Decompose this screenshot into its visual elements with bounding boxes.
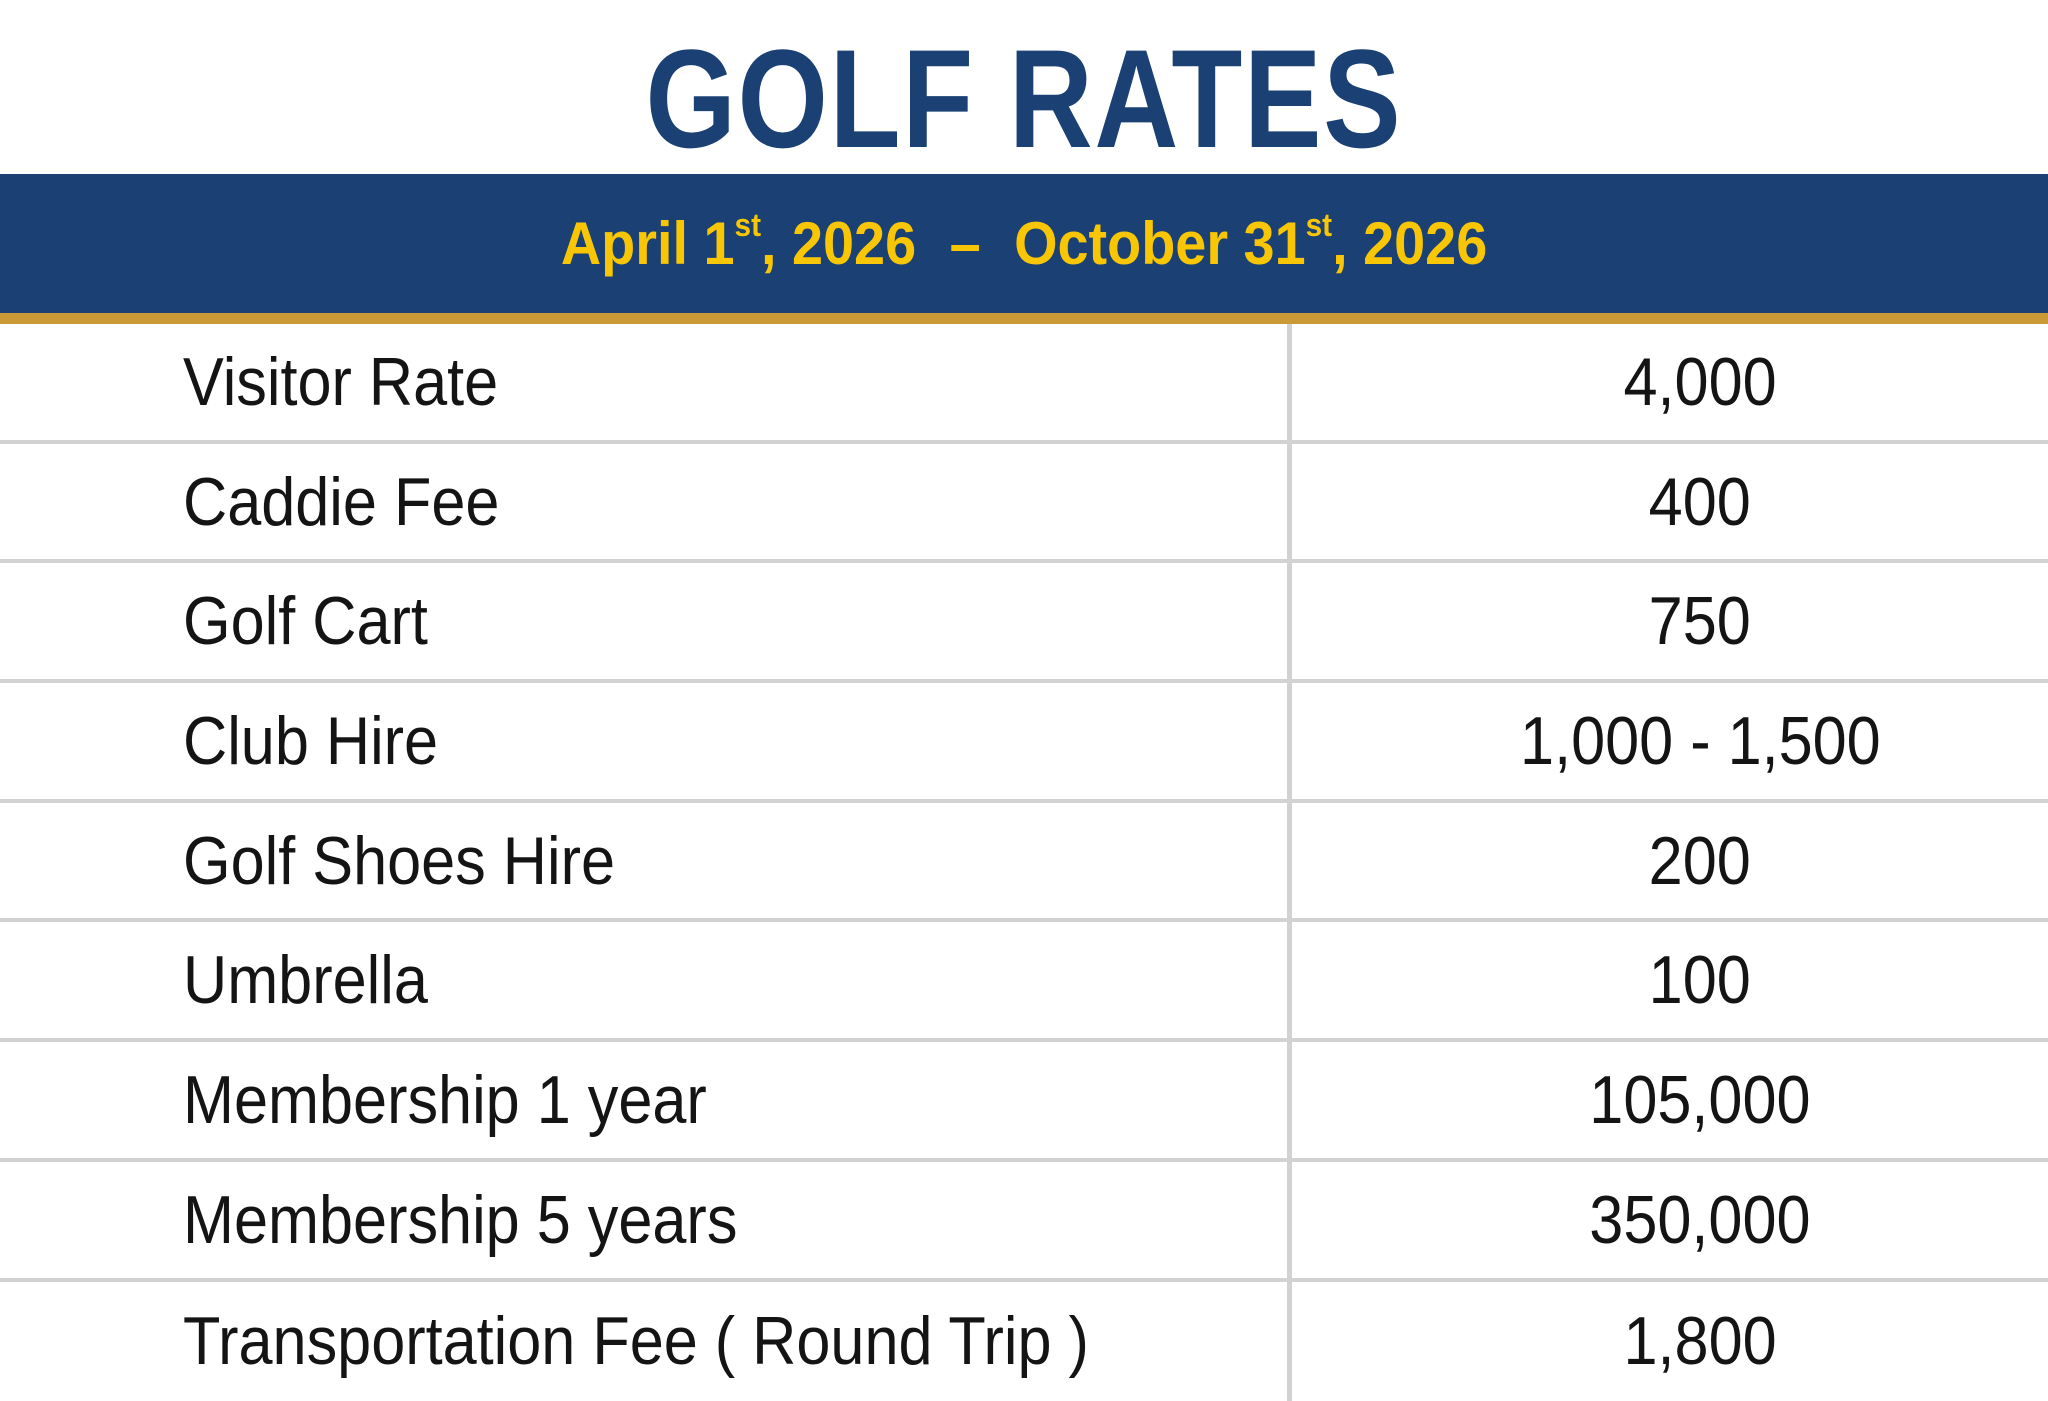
rate-label-text: Visitor Rate (183, 343, 499, 420)
rate-label-text: Golf Shoes Hire (183, 822, 615, 899)
rate-label-text: Caddie Fee (183, 463, 500, 540)
rate-value: 1,800 (1290, 1282, 2048, 1401)
rates-table: Visitor Rate 4,000 Caddie Fee 400 Golf C… (0, 324, 2048, 1401)
rate-label-text: Transportation Fee ( Round Trip ) (183, 1303, 1089, 1380)
rate-value: 750 (1290, 563, 2048, 679)
rate-value: 100 (1290, 922, 2048, 1038)
rate-row-golf-shoes-hire: Golf Shoes Hire 200 (0, 803, 2048, 923)
rate-label: Transportation Fee ( Round Trip ) (0, 1282, 1290, 1401)
rate-row-umbrella: Umbrella 100 (0, 922, 2048, 1043)
rate-value: 350,000 (1290, 1162, 2048, 1278)
rate-value: 200 (1290, 803, 2048, 919)
rate-value: 105,000 (1290, 1042, 2048, 1158)
rate-value-text: 105,000 (1589, 1061, 1811, 1138)
rate-value-text: 100 (1648, 942, 1752, 1019)
rate-label: Golf Shoes Hire (0, 803, 1290, 919)
rate-value: 400 (1290, 444, 2048, 560)
title-bar: GOLF RATES (0, 0, 2048, 174)
rate-label: Membership 5 years (0, 1162, 1290, 1278)
rate-label: Umbrella (0, 922, 1290, 1038)
date-end: October 31 (1014, 210, 1306, 277)
date-end-year: , 2026 (1332, 210, 1488, 277)
rate-label-text: Golf Cart (183, 583, 428, 660)
rate-row-membership-5-years: Membership 5 years 350,000 (0, 1162, 2048, 1282)
rate-value-text: 750 (1648, 583, 1752, 660)
rate-value-text: 400 (1648, 463, 1752, 540)
rate-label-text: Club Hire (183, 702, 439, 779)
date-start-ordinal: st (734, 207, 761, 243)
date-start: April 1 (560, 210, 735, 277)
rate-label-text: Umbrella (183, 942, 428, 1019)
date-start-year: , 2026 (760, 210, 917, 277)
rate-label: Caddie Fee (0, 444, 1290, 560)
rate-value-text: 1,800 (1623, 1303, 1777, 1380)
rate-label: Club Hire (0, 683, 1290, 799)
rate-value-text: 1,000 - 1,500 (1519, 702, 1881, 779)
date-end-ordinal: st (1305, 207, 1333, 243)
column-divider (1287, 324, 1292, 1401)
rate-value-text: 350,000 (1589, 1181, 1811, 1258)
rate-label-text: Membership 1 year (183, 1061, 707, 1138)
rate-label: Membership 1 year (0, 1042, 1290, 1158)
rate-row-transportation-fee: Transportation Fee ( Round Trip ) 1,800 (0, 1282, 2048, 1401)
rate-row-golf-cart: Golf Cart 750 (0, 563, 2048, 684)
rate-row-caddie-fee: Caddie Fee 400 (0, 444, 2048, 564)
rate-label-text: Membership 5 years (183, 1181, 738, 1258)
rate-row-visitor-rate: Visitor Rate 4,000 (0, 324, 2048, 444)
rate-label: Visitor Rate (0, 324, 1290, 440)
date-range-dash: – (949, 210, 981, 277)
rate-value-text: 4,000 (1623, 343, 1777, 420)
rate-value: 4,000 (1290, 324, 2048, 440)
rate-label: Golf Cart (0, 563, 1290, 679)
rate-row-membership-1-year: Membership 1 year 105,000 (0, 1042, 2048, 1162)
rate-value: 1,000 - 1,500 (1290, 683, 2048, 799)
rate-row-club-hire: Club Hire 1,000 - 1,500 (0, 683, 2048, 803)
date-banner: April 1st, 2026– October 31st, 2026 (0, 174, 2048, 324)
rate-value-text: 200 (1648, 822, 1752, 899)
date-range: April 1st, 2026– October 31st, 2026 (560, 207, 1488, 278)
page-title: GOLF RATES (645, 20, 1403, 177)
